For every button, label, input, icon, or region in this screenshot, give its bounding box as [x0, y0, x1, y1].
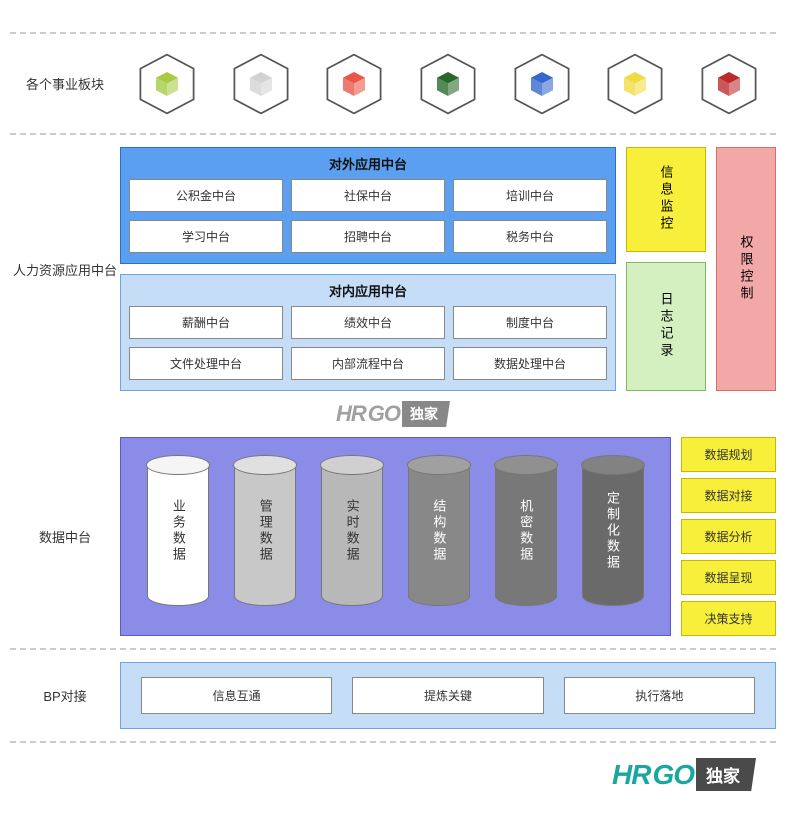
- external-item: 招聘中台: [291, 220, 445, 253]
- data-side-item: 数据规划: [681, 437, 776, 472]
- data-side-col: 数据规划数据对接数据分析数据呈现决策支持: [681, 437, 776, 636]
- cube-gray-icon: [223, 46, 298, 121]
- cube-blue-icon: [504, 46, 579, 121]
- cylinder-label: 机密数据: [516, 499, 535, 563]
- cylinder-label: 管理数据: [256, 499, 275, 563]
- cube-darkred-icon: [692, 46, 767, 121]
- cylinder-label: 业务数据: [169, 499, 188, 563]
- internal-item: 绩效中台: [291, 306, 445, 339]
- bp-panel: 信息互通提炼关键执行落地: [120, 662, 776, 729]
- cube-darkgreen-icon: [410, 46, 485, 121]
- cylinder-label: 实时数据: [343, 499, 362, 563]
- cylinder-label: 定制化数据: [603, 491, 622, 571]
- data-side-item: 数据对接: [681, 478, 776, 513]
- cube-yellow-icon: [598, 46, 673, 121]
- external-item: 社保中台: [291, 179, 445, 212]
- external-item: 培训中台: [453, 179, 607, 212]
- row-business-units: 各个事业板块: [10, 46, 776, 121]
- internal-item: 文件处理中台: [129, 347, 283, 380]
- internal-item: 数据处理中台: [453, 347, 607, 380]
- cylinder: 管理数据: [234, 456, 296, 606]
- divider: [10, 648, 776, 650]
- external-title: 对外应用中台: [129, 154, 607, 173]
- cylinder: 定制化数据: [582, 456, 644, 606]
- data-panel: 业务数据 管理数据 实时数据 结构数据 机密数据 定制化数据: [120, 437, 671, 636]
- divider: [10, 133, 776, 135]
- row-data-platform: 数据中台 业务数据 管理数据 实时数据 结构数据 机密数据 定制化数据 数据规划…: [10, 437, 776, 636]
- data-side-item: 数据呈现: [681, 560, 776, 595]
- data-side-item: 数据分析: [681, 519, 776, 554]
- wm-go-footer: GO: [652, 759, 694, 791]
- divider: [10, 741, 776, 743]
- bp-item: 执行落地: [564, 677, 755, 714]
- wm-tag: 独家: [402, 401, 450, 427]
- external-item: 公积金中台: [129, 179, 283, 212]
- data-side-item: 决策支持: [681, 601, 776, 636]
- row2-label: 人力资源应用中台: [10, 147, 120, 391]
- cubes-container: [120, 46, 776, 121]
- bp-item: 信息互通: [141, 677, 332, 714]
- cylinder-label: 结构数据: [429, 499, 448, 563]
- external-item: 学习中台: [129, 220, 283, 253]
- external-panel: 对外应用中台 公积金中台社保中台培训中台学习中台招聘中台税务中台: [120, 147, 616, 264]
- log-box: 日志记录: [626, 262, 706, 391]
- cube-green-icon: [129, 46, 204, 121]
- cube-red-icon: [317, 46, 392, 121]
- internal-item: 内部流程中台: [291, 347, 445, 380]
- external-item: 税务中台: [453, 220, 607, 253]
- watermark-center: HRGO 独家: [10, 401, 776, 427]
- wm-hr: HR: [336, 401, 366, 427]
- internal-panel: 对内应用中台 薪酬中台绩效中台制度中台文件处理中台内部流程中台数据处理中台: [120, 274, 616, 391]
- wm-go: GO: [368, 401, 400, 427]
- row1-label: 各个事业板块: [10, 46, 120, 121]
- internal-title: 对内应用中台: [129, 281, 607, 300]
- internal-item: 制度中台: [453, 306, 607, 339]
- wm-tag-footer: 独家: [696, 758, 756, 791]
- bp-item: 提炼关键: [352, 677, 543, 714]
- row4-label: BP对接: [10, 662, 120, 729]
- watermark-footer: HRGO 独家: [10, 758, 756, 791]
- row-bp: BP对接 信息互通提炼关键执行落地: [10, 662, 776, 729]
- cylinder: 机密数据: [495, 456, 557, 606]
- wm-hr-footer: HR: [612, 759, 650, 791]
- cylinder: 结构数据: [408, 456, 470, 606]
- cylinder: 实时数据: [321, 456, 383, 606]
- info-monitor-box: 信息监控: [626, 147, 706, 252]
- row-hr-platform: 人力资源应用中台 对外应用中台 公积金中台社保中台培训中台学习中台招聘中台税务中…: [10, 147, 776, 391]
- cylinder: 业务数据: [147, 456, 209, 606]
- row3-label: 数据中台: [10, 437, 120, 636]
- internal-item: 薪酬中台: [129, 306, 283, 339]
- permission-box: 权限控制: [716, 147, 776, 391]
- divider: [10, 32, 776, 34]
